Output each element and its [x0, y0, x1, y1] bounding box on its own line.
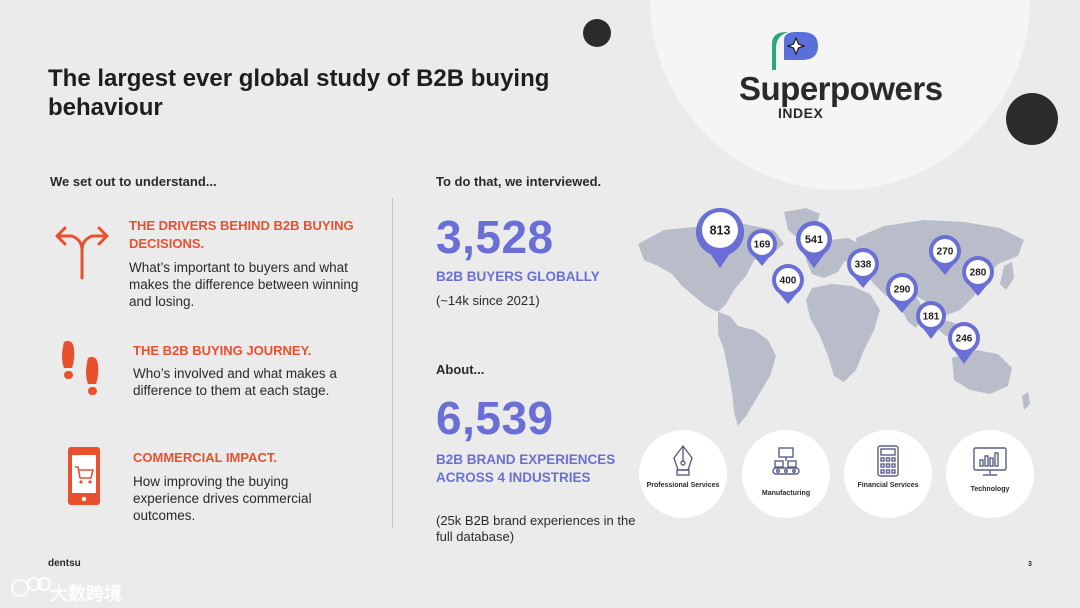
buyers-sub: (~14k since 2021) [436, 293, 540, 308]
experiences-label: B2B BRAND EXPERIENCES ACROSS 4 INDUSTRIE… [436, 452, 616, 485]
logo-mark-icon [772, 32, 818, 70]
industry-label: Manufacturing [761, 490, 811, 497]
continents [638, 208, 1030, 426]
watermark-logo-icon [11, 577, 51, 597]
map-pin: 270 [929, 235, 961, 275]
buyers-label: B2B BUYERS GLOBALLY [436, 269, 600, 284]
pin-label: 338 [855, 260, 872, 271]
diverging-arrows-icon [55, 226, 109, 280]
item-text-commercial: How improving the buying experience driv… [133, 474, 312, 523]
calculator-icon [877, 445, 899, 477]
industry-technology: Technology [946, 430, 1034, 518]
item-heading-drivers: THE DRIVERS BEHIND B2B BUYING DECISIONS. [129, 218, 354, 251]
pin-label: 181 [923, 312, 940, 323]
pin-label: 400 [780, 276, 797, 287]
item-heading-commercial: COMMERCIAL IMPACT. [133, 450, 277, 465]
buyers-count: 3,528 [436, 211, 554, 263]
map-pin: 280 [962, 256, 994, 296]
map-pin: 169 [747, 229, 777, 266]
map-pins: 813 169 541 400 [696, 208, 994, 364]
experiences-count: 6,539 [436, 392, 554, 444]
industry-manufacturing: Manufacturing [742, 430, 830, 518]
industry-professional-services: Professional Services [639, 430, 727, 518]
pen-nib-icon [673, 444, 693, 476]
factory-conveyor-icon [772, 447, 800, 475]
middle-section-heading: To do that, we interviewed. [436, 174, 602, 189]
superpowers-logo: Superpowers INDEX [736, 30, 956, 125]
map-pin: 290 [886, 273, 918, 313]
page-title: The largest ever global study of B2B buy… [48, 65, 550, 121]
industry-label: Professional Services [646, 482, 720, 489]
world-map: 813 169 541 400 [638, 208, 1030, 426]
pin-label: 169 [754, 240, 771, 251]
footer-brand: dentsu [48, 558, 81, 569]
industry-label: Technology [970, 486, 1010, 493]
pin-label: 813 [710, 224, 731, 238]
experiences-sub: (25k B2B brand experiences in the full d… [436, 513, 636, 544]
about-label: About... [436, 362, 485, 377]
decorative-dot [1006, 93, 1058, 145]
mobile-cart-icon [68, 447, 100, 505]
left-section-heading: We set out to understand... [50, 174, 217, 189]
item-text-journey: Who’s involved and what makes a differen… [133, 366, 337, 398]
watermark-text: 大数跨境 [50, 584, 122, 604]
logo-subtitle: INDEX [778, 105, 824, 121]
column-divider [392, 198, 393, 528]
monitor-chart-icon [973, 447, 1007, 476]
pin-label: 541 [805, 234, 823, 246]
pin-label: 246 [956, 334, 973, 345]
item-heading-journey: THE B2B BUYING JOURNEY. [133, 343, 312, 358]
map-pin: 400 [772, 264, 804, 304]
industry-label: Financial Services [857, 482, 919, 489]
footprints-icon [62, 340, 99, 395]
page-number: 3 [1028, 561, 1032, 568]
decorative-dot [583, 19, 611, 47]
pin-label: 270 [937, 247, 954, 258]
pin-label: 290 [894, 285, 911, 296]
map-pin: 813 [696, 208, 745, 268]
map-pin: 338 [847, 248, 879, 288]
map-pin: 541 [796, 221, 832, 268]
map-pin: 246 [948, 322, 980, 364]
map-pin: 181 [916, 301, 946, 339]
item-text-drivers: What’s important to buyers and what make… [129, 260, 359, 309]
industry-financial-services: Financial Services [844, 430, 932, 518]
pin-label: 280 [970, 268, 987, 279]
logo-wordmark: Superpowers [739, 70, 943, 107]
